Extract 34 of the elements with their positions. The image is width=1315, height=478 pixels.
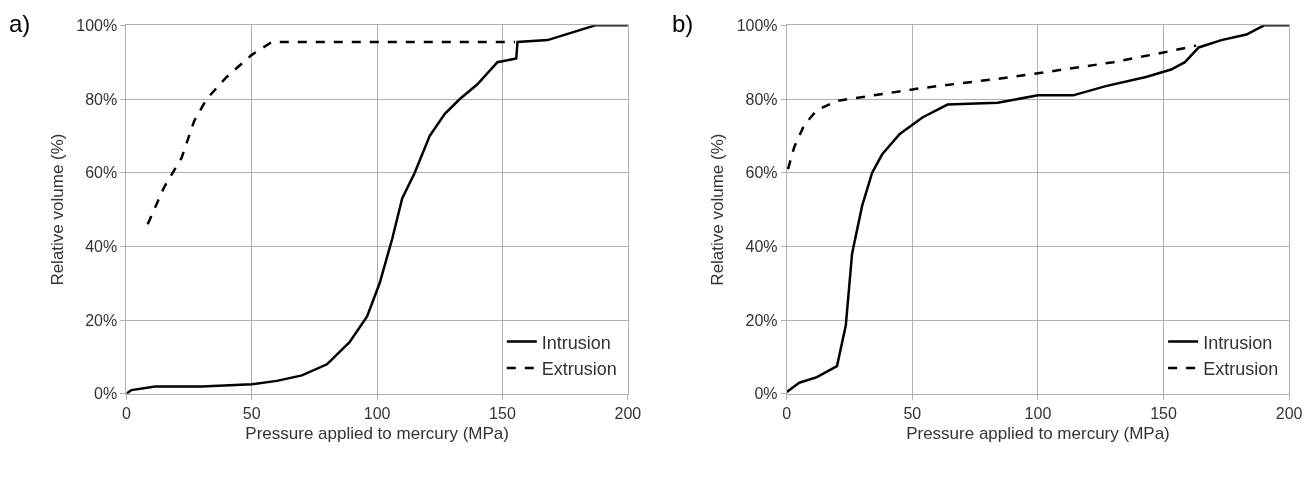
x-tick-label: 50 bbox=[242, 404, 261, 422]
y-tick-label: 0% bbox=[754, 385, 778, 403]
x-tick-label: 200 bbox=[614, 404, 642, 422]
x-tick-label: 200 bbox=[1275, 404, 1303, 422]
x-tick-label: 150 bbox=[1150, 404, 1177, 422]
y-tick-label: 60% bbox=[85, 164, 118, 182]
x-tick-label: 0 bbox=[782, 404, 792, 422]
y-tick-label: 40% bbox=[745, 238, 778, 256]
legend-label: Intrusion bbox=[541, 332, 611, 353]
chart-title: a) bbox=[9, 10, 31, 37]
y-tick-label: 0% bbox=[94, 385, 118, 403]
x-tick-label: 50 bbox=[903, 404, 922, 422]
x-tick-label: 150 bbox=[489, 404, 516, 422]
x-tick-label: 100 bbox=[363, 404, 391, 422]
line-series bbox=[146, 40, 517, 226]
chart-title: b) bbox=[672, 10, 694, 37]
y-tick-label: 20% bbox=[85, 311, 118, 329]
line-series bbox=[786, 44, 1198, 171]
y-tick-label: 80% bbox=[745, 90, 778, 108]
y-tick-label: 20% bbox=[745, 311, 778, 329]
x-axis-title: Pressure applied to mercury (MPa) bbox=[245, 424, 509, 444]
legend-label: Extrusion bbox=[541, 359, 617, 380]
y-tick-label: 100% bbox=[76, 16, 118, 34]
x-tick-label: 0 bbox=[121, 404, 131, 422]
y-axis-title: Relative volume (%) bbox=[708, 133, 728, 286]
legend-label: Extrusion bbox=[1203, 359, 1279, 380]
y-tick-label: 80% bbox=[85, 90, 118, 108]
legend-label: Intrusion bbox=[1203, 332, 1273, 353]
y-tick-label: 40% bbox=[85, 238, 118, 256]
y-tick-label: 60% bbox=[745, 164, 778, 182]
x-tick-label: 100 bbox=[1024, 404, 1052, 422]
y-axis-title: Relative volume (%) bbox=[47, 133, 67, 286]
y-tick-label: 100% bbox=[736, 16, 778, 34]
x-axis-title: Pressure applied to mercury (MPa) bbox=[906, 424, 1170, 444]
